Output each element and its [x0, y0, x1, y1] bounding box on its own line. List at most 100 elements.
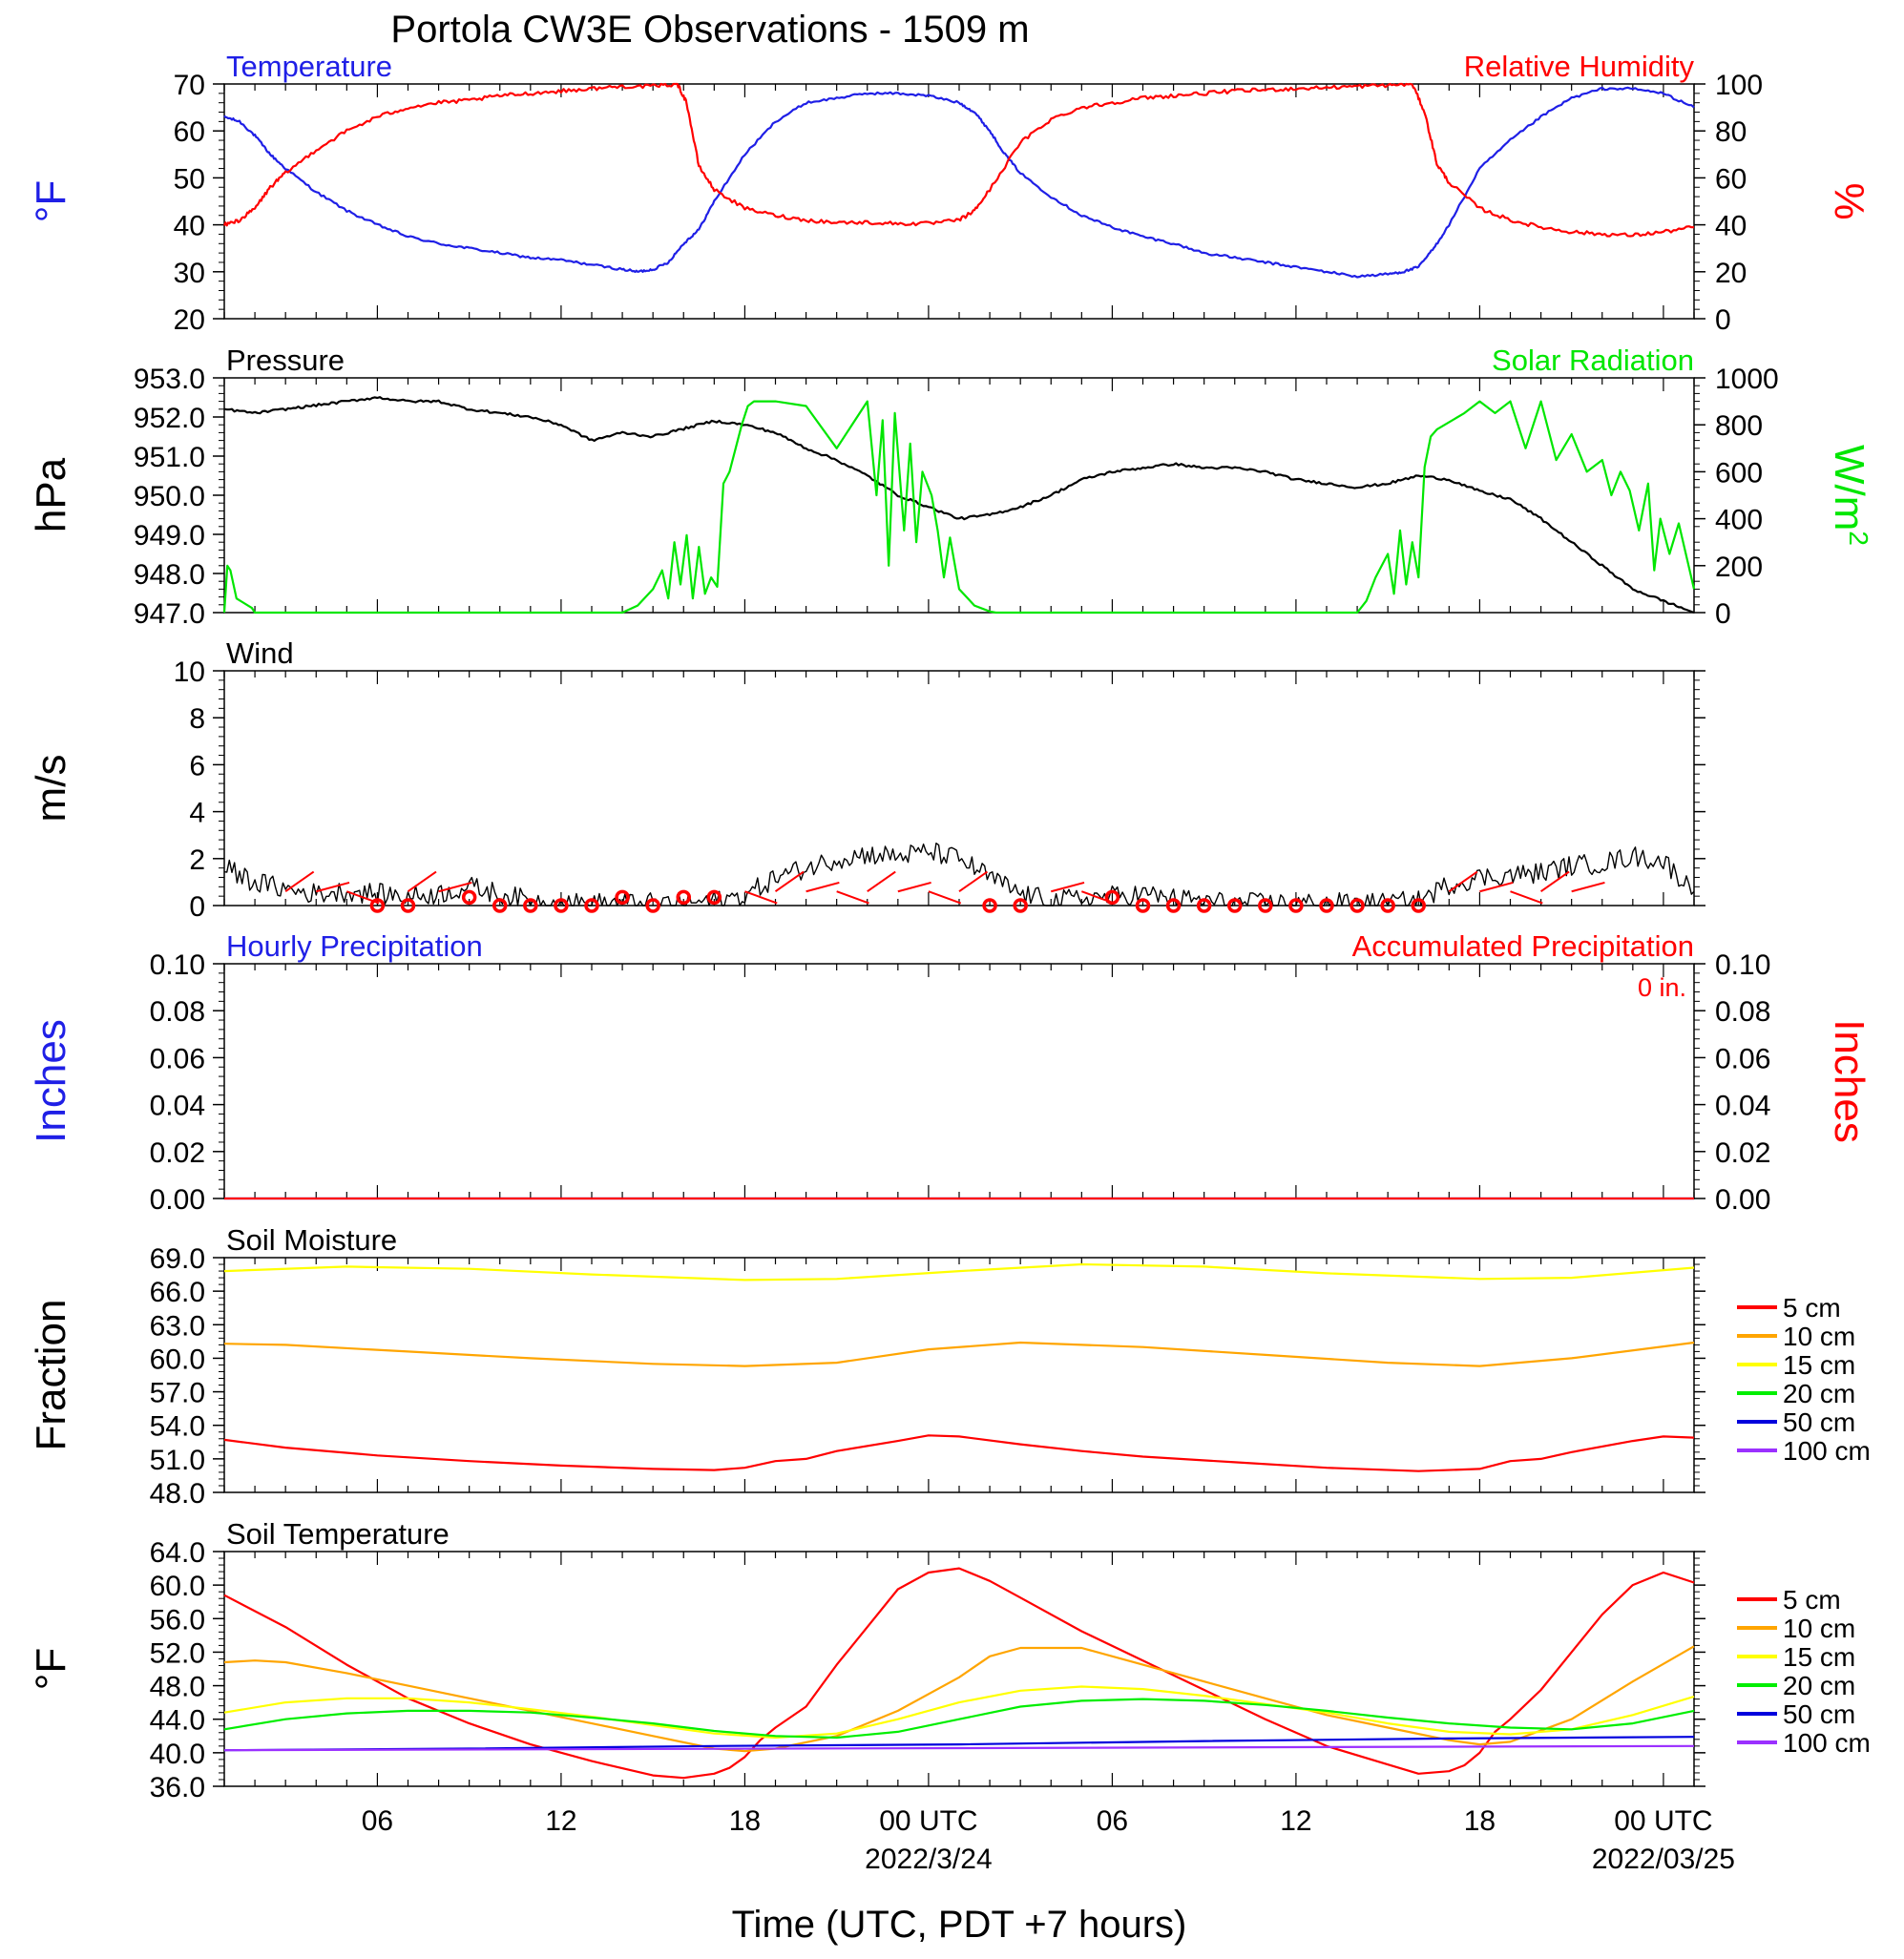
y-tick-label-left: 953.0: [134, 364, 205, 395]
legend-label: 15 cm: [1783, 1642, 1855, 1672]
panel-1: 70 60 50 40 30 20 100 80 60 40 20 0 Temperature Relat…: [28, 50, 1873, 336]
x-tick-label: 00 UTC: [879, 1805, 977, 1837]
wind-calm-marker: [461, 889, 477, 906]
plot-frame: [223, 1551, 1695, 1787]
wind-calm-marker: [523, 898, 538, 913]
y-axis-label-left: hPa: [28, 457, 74, 532]
y-tick-label-left: 948.0: [134, 559, 205, 591]
y-tick-label-left: 0.02: [150, 1137, 205, 1169]
series-relative-humidity: [222, 82, 1695, 238]
wind-calm-marker: [554, 898, 569, 913]
y-axis-label-left: m/s: [28, 755, 74, 823]
wind-calm-marker: [1411, 898, 1426, 913]
series-pressure: [223, 396, 1695, 615]
legend-label: 20 cm: [1783, 1671, 1855, 1700]
y-tick-label-left: 0.00: [150, 1184, 205, 1216]
panel-title-right: Relative Humidity: [1464, 50, 1695, 83]
y-tick-label-right: 800: [1715, 410, 1763, 442]
x-tick-label: 12: [545, 1805, 576, 1837]
wind-barb: [1050, 881, 1085, 893]
plot-frame: [223, 670, 1695, 907]
legend-label: 20 cm: [1783, 1379, 1855, 1408]
legend-label: 5 cm: [1783, 1293, 1841, 1323]
y-tick-label-right: 60: [1715, 163, 1747, 195]
wind-calm-marker: [1258, 898, 1273, 913]
wind-barb: [897, 881, 931, 893]
wind-barb: [958, 870, 989, 893]
y-tick-label-left: 60.0: [150, 1571, 205, 1602]
plot-frame: [223, 1257, 1695, 1493]
wind-barb: [1479, 881, 1514, 893]
wind-calm-marker: [1135, 898, 1151, 913]
y-tick-label-right: 1000: [1715, 364, 1779, 395]
legend-label: 100 cm: [1783, 1728, 1871, 1758]
x-tick-label: 12: [1280, 1805, 1311, 1837]
panel-title-left: Pressure: [226, 344, 345, 377]
wind-barb: [928, 890, 962, 905]
wind-barb: [1448, 870, 1478, 893]
y-tick-label-left: 2: [189, 844, 205, 876]
y-tick-label-left: 30: [174, 258, 205, 289]
time-axis: 06 12 18 00 UTC 2022/3/24 06 12 18 00 UTC 2022/03…: [362, 1805, 1735, 1875]
y-axis-label-left: °F: [28, 180, 74, 222]
y-tick-label-left: 66.0: [150, 1277, 205, 1308]
panel-title-left: Soil Temperature: [226, 1517, 450, 1551]
wind-calm-marker: [369, 898, 386, 913]
y-axis-label-left: Inches: [28, 1019, 74, 1143]
legend-label: 100 cm: [1783, 1436, 1871, 1466]
wind-calm-marker: [1227, 898, 1243, 913]
y-tick-label-left: 0.04: [150, 1091, 205, 1122]
y-tick-label-left: 50: [174, 163, 205, 195]
y-tick-label-left: 40.0: [150, 1739, 205, 1770]
wind-calm-marker: [1350, 898, 1365, 913]
time-axis-label: Time (UTC, PDT +7 hours): [732, 1904, 1187, 1946]
plot-frame: [223, 963, 1695, 1199]
y-tick-label-left: 10: [174, 656, 205, 688]
y-axis-label-right: %: [1826, 182, 1873, 219]
panel-title-right: Accumulated Precipitation: [1352, 929, 1694, 963]
series-100-cm: [223, 1744, 1695, 1752]
panel-title-left: Temperature: [226, 50, 392, 83]
series-temperature: [223, 86, 1695, 279]
panel-title-left: Wind: [226, 636, 294, 670]
y-tick-label-right: 0.06: [1715, 1043, 1770, 1074]
series-15-cm: [223, 1262, 1695, 1282]
wind-barb: [284, 870, 315, 893]
wind-calm-marker: [492, 898, 508, 913]
series-5-cm: [223, 1567, 1695, 1780]
y-tick-label-left: 8: [189, 703, 205, 735]
y-tick-label-left: 0.08: [150, 996, 205, 1028]
y-tick-label-left: 0.06: [150, 1043, 205, 1074]
y-tick-label-left: 48.0: [150, 1672, 205, 1703]
legend-label: 10 cm: [1783, 1614, 1855, 1643]
wind-calm-marker: [676, 889, 691, 906]
legend-label: 5 cm: [1783, 1585, 1841, 1615]
wind-calm-marker: [400, 898, 416, 913]
panel-title-left: Hourly Precipitation: [226, 929, 483, 963]
y-tick-label-left: 951.0: [134, 442, 205, 473]
y-tick-label-right: 100: [1715, 70, 1763, 101]
y-tick-label-right: 0.00: [1715, 1184, 1770, 1216]
x-tick-label: 00 UTC: [1614, 1805, 1712, 1837]
y-tick-label-right: 20: [1715, 258, 1747, 289]
x-date-label: 2022/03/25: [1592, 1844, 1735, 1875]
series-5-cm: [223, 1434, 1695, 1472]
panel-6: 64.060.056.052.048.044.040.036.0 Soil Tem…: [28, 1517, 1871, 1803]
y-tick-label-left: 20: [174, 304, 205, 336]
x-tick-label: 18: [729, 1805, 761, 1837]
y-tick-label-left: 6: [189, 750, 205, 782]
wind-calm-marker: [706, 889, 722, 906]
y-tick-label-left: 51.0: [150, 1445, 205, 1476]
y-tick-label-left: 952.0: [134, 403, 205, 434]
wind-calm-marker: [1319, 898, 1334, 913]
y-tick-label-left: 64.0: [150, 1537, 205, 1569]
panel-3: 10 8 6 4 2 0 Wind m/s: [28, 636, 1705, 923]
wind-calm-marker: [1288, 898, 1304, 913]
panel-4: 0.10 0.08 0.06 0.04 0.02 0.00 0.10 0.08 0.06 0.04…: [28, 929, 1873, 1216]
wind-calm-marker: [584, 898, 599, 913]
y-tick-label-left: 0.10: [150, 949, 205, 981]
wind-calm-marker: [1196, 898, 1212, 913]
y-tick-label-left: 36.0: [150, 1772, 205, 1803]
wind-barb: [806, 881, 840, 893]
